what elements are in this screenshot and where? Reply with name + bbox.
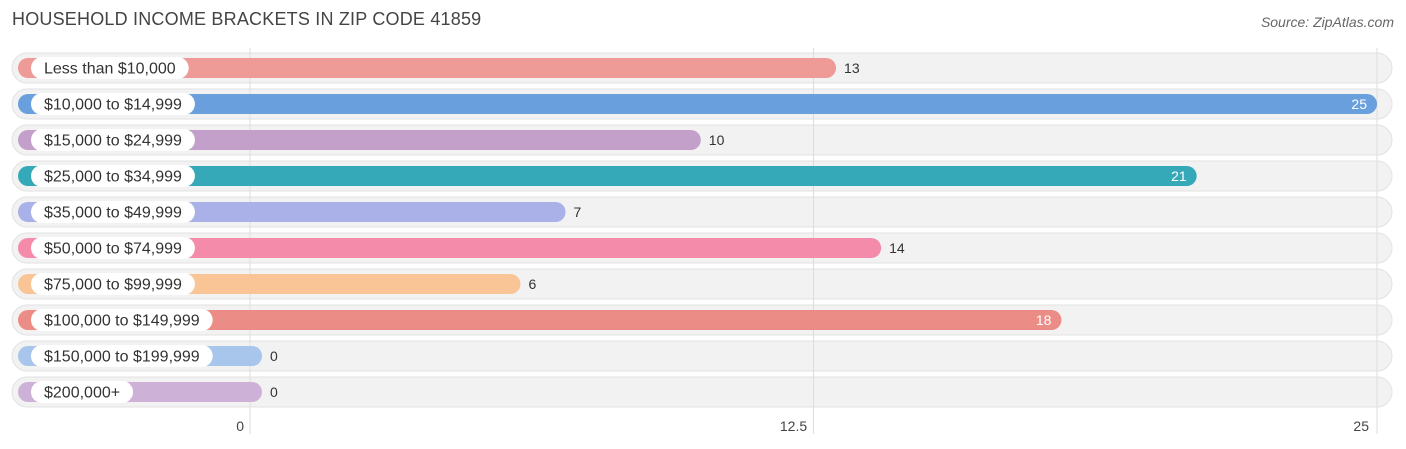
category-label-pill	[31, 165, 195, 187]
x-tick-label: 0	[236, 418, 244, 434]
chart-title: HOUSEHOLD INCOME BRACKETS IN ZIP CODE 41…	[12, 9, 482, 29]
x-axis-ticks: 0 12.5 25	[236, 418, 1369, 434]
value-label: 0	[270, 348, 278, 364]
bar	[18, 58, 837, 78]
category-label-pill	[31, 57, 189, 79]
row-background	[11, 376, 1393, 408]
value-label: 0	[270, 384, 278, 400]
category-label-pill	[31, 345, 213, 367]
value-label: 25	[1351, 96, 1367, 112]
bar	[18, 238, 882, 258]
category-label: $100,000 to $149,999	[44, 313, 200, 330]
value-label: 6	[528, 276, 536, 292]
category-label-pill	[31, 273, 195, 295]
category-label: $50,000 to $74,999	[44, 241, 182, 258]
category-label: $35,000 to $49,999	[44, 205, 182, 222]
source-credit: Source: ZipAtlas.com	[1260, 14, 1394, 30]
x-tick-label: 25	[1353, 418, 1369, 434]
category-label: $200,000+	[44, 385, 120, 402]
bar	[18, 166, 1197, 186]
value-label: 18	[1036, 312, 1052, 328]
category-label: $150,000 to $199,999	[44, 349, 200, 366]
value-label: 14	[889, 240, 905, 256]
category-label: $25,000 to $34,999	[44, 169, 182, 186]
row-background	[11, 340, 1393, 372]
value-label: 7	[574, 204, 582, 220]
category-label-pill	[31, 93, 195, 115]
bar	[18, 94, 1377, 114]
category-label-pill	[31, 237, 195, 259]
category-label-pill	[31, 129, 195, 151]
category-label-pill	[31, 381, 134, 403]
category-label-pill	[31, 201, 195, 223]
value-label: 13	[844, 60, 860, 76]
value-label: 10	[709, 132, 725, 148]
category-label: Less than $10,000	[44, 61, 176, 78]
category-label: $75,000 to $99,999	[44, 277, 182, 294]
category-label: $15,000 to $24,999	[44, 133, 182, 150]
category-label-pill	[31, 309, 213, 331]
bar	[18, 310, 1062, 330]
category-label: $10,000 to $14,999	[44, 97, 182, 114]
value-label: 21	[1171, 168, 1187, 184]
x-tick-label: 12.5	[780, 418, 807, 434]
